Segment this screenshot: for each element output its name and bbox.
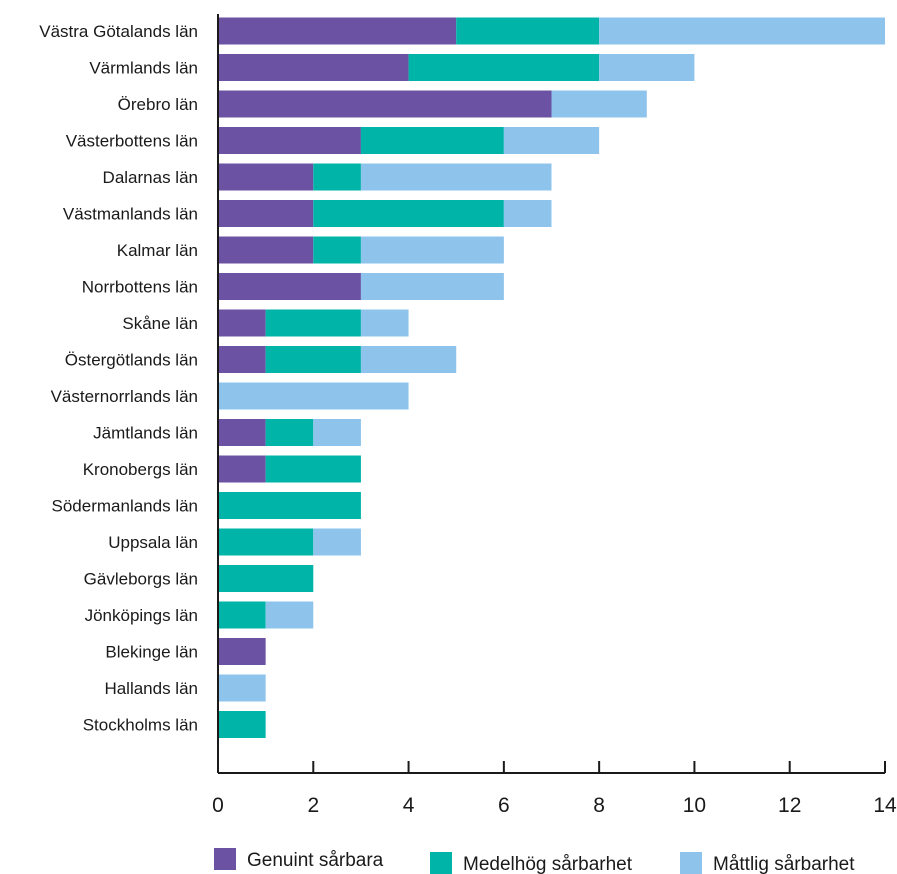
x-tick-label: 14	[873, 794, 897, 817]
axes-group: 0 2 4 6 8 10 12 14	[212, 14, 897, 817]
bar-segment-6-1	[313, 236, 361, 264]
bar-segment-4-0	[218, 163, 314, 191]
legend-label: Måttlig sårbarhet	[713, 854, 855, 874]
bar-segment-16-2	[265, 601, 314, 629]
bar-segment-6-0	[218, 236, 314, 264]
bar-segment-0-1	[456, 17, 600, 45]
category-label: Örebro län	[118, 95, 198, 114]
bar-segment-7-0	[218, 273, 361, 300]
category-label: Västra Götalands län	[39, 22, 198, 41]
bar-segment-7-2	[360, 273, 504, 300]
legend-swatch	[214, 848, 236, 870]
category-label: Hallands län	[104, 679, 198, 698]
category-label: Kronobergs län	[83, 460, 198, 479]
bar-segment-16-1	[218, 601, 266, 629]
category-label: Dalarnas län	[103, 168, 198, 187]
category-label: Västerbottens län	[66, 132, 198, 151]
bar-segment-2-0	[218, 90, 552, 118]
bar-segment-4-1	[313, 163, 361, 191]
bar-segment-8-1	[265, 309, 361, 337]
bar-segment-4-2	[360, 163, 552, 191]
bar-segment-2-2	[551, 90, 647, 118]
category-label: Värmlands län	[89, 59, 198, 78]
bar-segment-5-0	[218, 200, 314, 227]
bar-segment-14-1	[218, 528, 314, 556]
legend-swatch	[430, 852, 452, 874]
category-label: Skåne län	[122, 314, 198, 333]
bar-segment-17-0	[218, 638, 266, 665]
legend-label: Medelhög sårbarhet	[463, 854, 633, 874]
category-label: Södermanlands län	[52, 497, 198, 516]
bar-segment-0-2	[599, 17, 885, 45]
bar-segment-11-1	[265, 419, 314, 446]
category-label: Kalmar län	[117, 241, 198, 260]
category-label: Blekinge län	[105, 643, 198, 662]
bar-segment-6-2	[360, 236, 504, 264]
category-label: Uppsala län	[108, 533, 198, 552]
x-tick-label: 12	[778, 794, 801, 817]
x-tick-label: 6	[498, 794, 510, 817]
bars-group	[218, 17, 885, 738]
bar-segment-3-0	[218, 127, 361, 154]
bar-segment-1-0	[218, 54, 409, 81]
bar-segment-9-2	[360, 346, 457, 373]
category-label: Gävleborgs län	[84, 570, 198, 589]
bar-segment-12-0	[218, 455, 266, 483]
category-label: Jämtlands län	[93, 424, 198, 443]
bar-segment-13-1	[218, 492, 361, 519]
bar-segment-18-2	[218, 674, 266, 702]
bar-segment-9-0	[218, 346, 266, 373]
x-tick-label: 8	[593, 794, 605, 817]
category-label: Västernorrlands län	[51, 387, 198, 406]
bar-segment-5-1	[313, 200, 504, 227]
bar-segment-3-2	[503, 127, 600, 154]
bar-segment-3-1	[360, 127, 504, 154]
legend-label: Genuint sårbara	[247, 850, 384, 871]
bar-segment-11-0	[218, 419, 266, 446]
bar-segment-10-2	[218, 382, 409, 410]
category-label: Västmanlands län	[63, 205, 198, 224]
legend-swatch	[680, 852, 702, 874]
bar-segment-8-0	[218, 309, 266, 337]
bar-segment-5-2	[503, 200, 552, 227]
category-label: Stockholms län	[83, 716, 198, 735]
category-label: Norrbottens län	[82, 278, 198, 297]
bar-segment-1-1	[408, 54, 600, 81]
bar-segment-1-2	[599, 54, 695, 81]
bar-segment-9-1	[265, 346, 361, 373]
x-tick-label: 2	[307, 794, 319, 817]
category-label: Jönköpings län	[85, 606, 198, 625]
x-tick-label: 10	[683, 794, 706, 817]
bar-segment-11-2	[313, 419, 361, 446]
bar-segment-12-1	[265, 455, 361, 483]
x-tick-label: 4	[403, 794, 415, 817]
bar-segment-14-2	[313, 528, 361, 556]
category-labels: Västra Götalands län Värmlands län Örebro …	[39, 22, 198, 735]
legend: Genuint sårbara Medelhög sårbarhet Måttlig…	[214, 848, 855, 874]
bar-segment-8-2	[360, 309, 409, 337]
bar-segment-15-1	[218, 565, 314, 592]
bar-segment-0-0	[218, 17, 457, 45]
x-tick-label: 0	[212, 794, 224, 817]
bar-segment-19-1	[218, 711, 266, 738]
category-label: Östergötlands län	[65, 351, 198, 370]
